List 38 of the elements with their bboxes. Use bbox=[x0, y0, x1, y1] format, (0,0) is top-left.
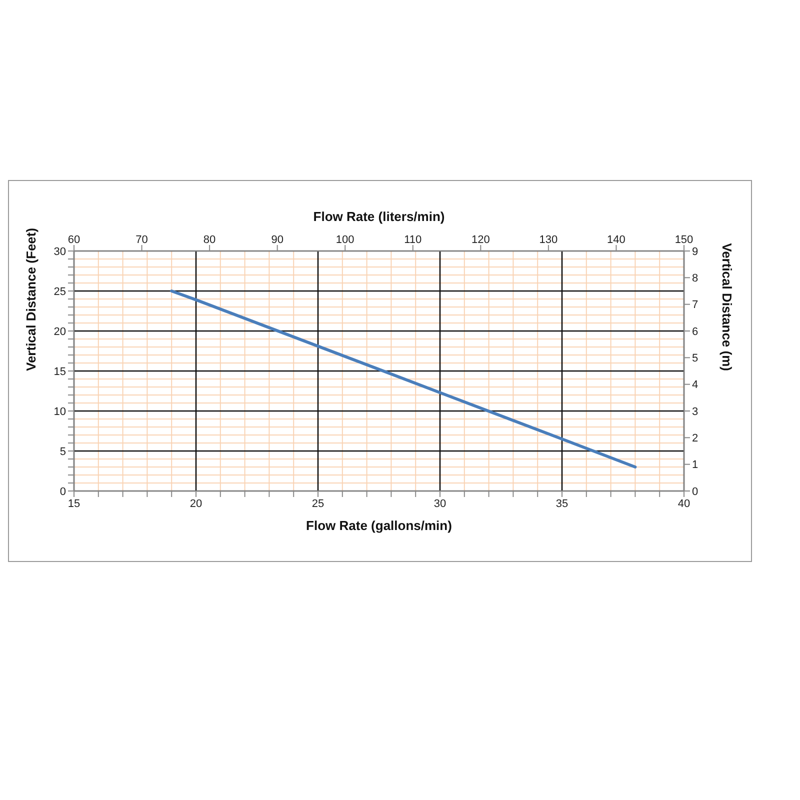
y2-tick-label: 4 bbox=[692, 379, 698, 392]
y-tick-label: 10 bbox=[54, 406, 66, 418]
x2-tick-label: 130 bbox=[539, 234, 558, 246]
y2-axis-title: Vertical Distance (m) bbox=[719, 243, 734, 371]
y2-tick-label: 2 bbox=[692, 432, 698, 445]
y-axis-title: Vertical Distance (Feet) bbox=[24, 228, 39, 371]
x2-tick-label: 120 bbox=[471, 234, 490, 246]
x2-tick-label: 60 bbox=[68, 234, 80, 246]
x-axis-title: Flow Rate (gallons/min) bbox=[306, 518, 452, 534]
y2-tick-label: 0 bbox=[692, 486, 698, 498]
x-tick-label: 20 bbox=[190, 498, 202, 510]
x-tick-label: 25 bbox=[312, 498, 324, 510]
x2-tick-label: 100 bbox=[336, 234, 354, 246]
y2-tick-label: 3 bbox=[692, 406, 698, 418]
line-series bbox=[170, 290, 637, 468]
y-tick-label: 0 bbox=[60, 486, 66, 498]
x2-tick-label: 140 bbox=[607, 234, 626, 246]
y-tick-label: 15 bbox=[54, 366, 66, 378]
x-tick-label: 30 bbox=[434, 498, 446, 510]
y-tick-label: 5 bbox=[60, 446, 66, 458]
y-tick-label: 30 bbox=[54, 246, 66, 258]
y2-tick-label: 5 bbox=[692, 352, 698, 365]
x-tick-label: 40 bbox=[678, 498, 690, 510]
x2-tick-label: 80 bbox=[203, 234, 216, 246]
y2-tick-label: 7 bbox=[692, 299, 698, 312]
x2-tick-label: 110 bbox=[404, 234, 422, 246]
y-tick-label: 20 bbox=[54, 326, 66, 338]
x2-tick-label: 150 bbox=[674, 234, 694, 246]
x-tick-label: 15 bbox=[68, 498, 80, 510]
y2-tick-label: 6 bbox=[692, 326, 698, 338]
y-tick-label: 25 bbox=[54, 286, 66, 298]
x2-tick-label: 70 bbox=[136, 234, 148, 246]
y2-tick-label: 1 bbox=[692, 459, 698, 472]
x-tick-label: 35 bbox=[556, 498, 568, 510]
y2-tick-label: 9 bbox=[692, 246, 698, 258]
x2-tick-label: 90 bbox=[271, 234, 284, 246]
y2-tick-label: 8 bbox=[692, 272, 698, 285]
x2-axis-title: Flow Rate (liters/min) bbox=[313, 209, 445, 224]
